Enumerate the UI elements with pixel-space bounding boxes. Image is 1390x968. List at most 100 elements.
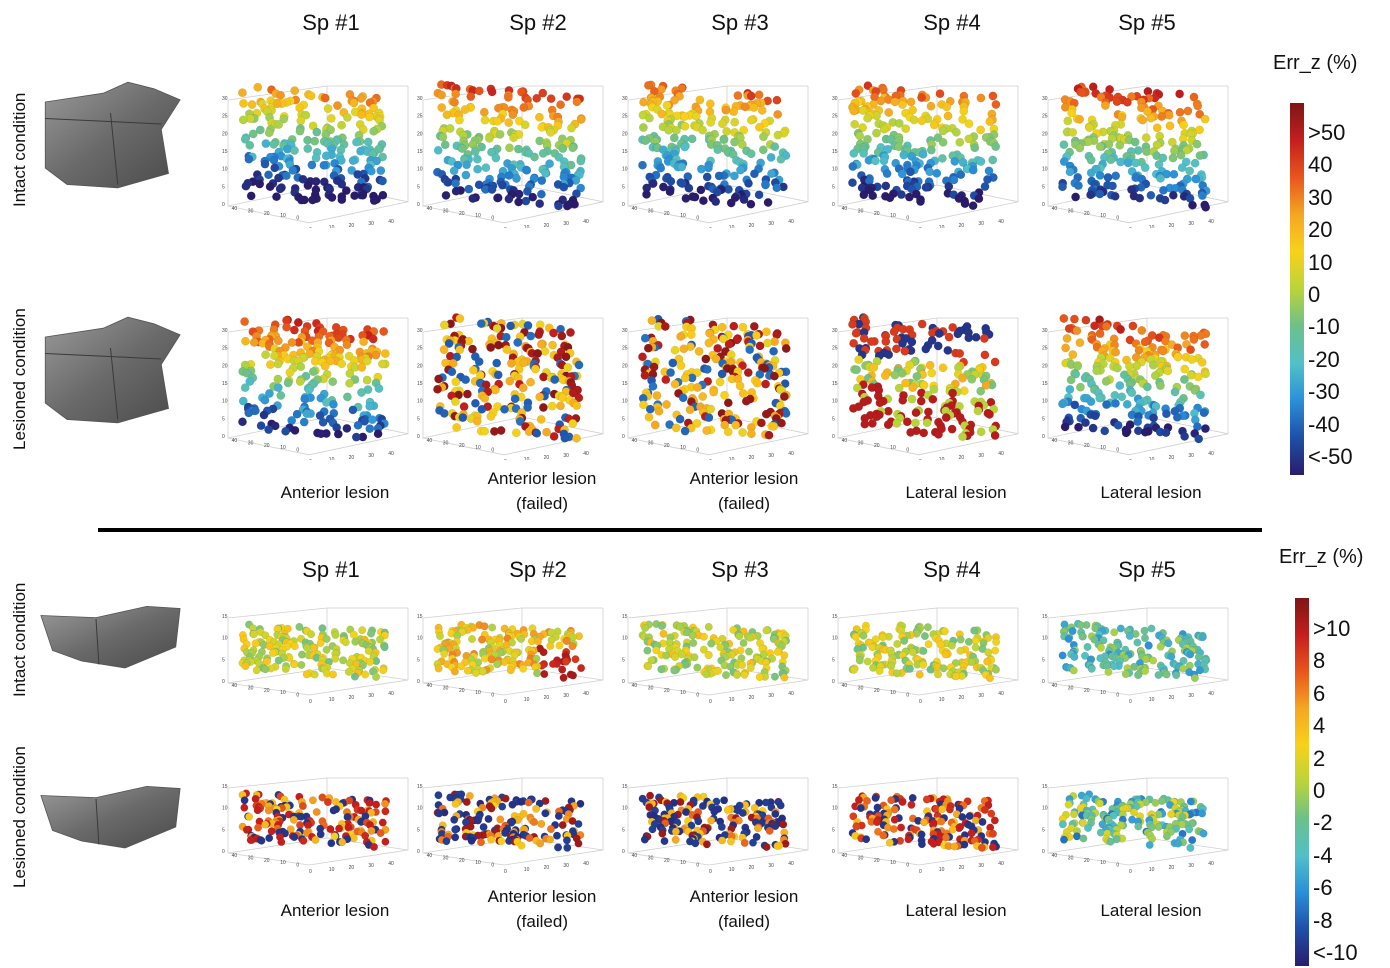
svg-text:0: 0 bbox=[417, 434, 420, 440]
svg-text:20: 20 bbox=[1042, 131, 1048, 137]
data-point bbox=[449, 166, 459, 176]
data-point bbox=[990, 357, 1000, 367]
svg-text:40: 40 bbox=[1052, 683, 1058, 689]
data-point bbox=[523, 187, 532, 196]
data-point bbox=[704, 413, 714, 423]
data-point bbox=[546, 825, 555, 834]
data-point bbox=[917, 116, 927, 126]
data-point bbox=[359, 337, 369, 347]
data-point bbox=[249, 630, 258, 639]
data-point bbox=[890, 370, 900, 380]
svg-text:20: 20 bbox=[222, 363, 228, 369]
data-point bbox=[746, 115, 756, 125]
data-point bbox=[1149, 656, 1158, 665]
lesion-label-line: Lateral lesion bbox=[905, 901, 1007, 920]
data-point bbox=[537, 176, 547, 186]
data-point bbox=[1116, 157, 1126, 167]
data-point bbox=[345, 369, 355, 378]
svg-text:5: 5 bbox=[1042, 827, 1045, 833]
data-point bbox=[1162, 670, 1171, 679]
data-point bbox=[283, 378, 293, 388]
data-point bbox=[455, 115, 464, 125]
data-point bbox=[274, 656, 283, 665]
svg-text:0: 0 bbox=[296, 863, 299, 869]
data-point bbox=[959, 106, 969, 116]
data-point bbox=[1161, 428, 1171, 438]
data-point bbox=[754, 190, 764, 200]
data-point bbox=[919, 660, 928, 669]
data-point bbox=[310, 136, 320, 146]
data-point bbox=[978, 644, 987, 653]
data-point bbox=[1188, 836, 1197, 845]
data-point bbox=[941, 413, 951, 423]
data-point bbox=[274, 120, 284, 129]
data-point bbox=[984, 166, 994, 176]
data-point bbox=[763, 338, 772, 348]
data-point bbox=[905, 664, 914, 673]
data-point bbox=[856, 804, 865, 813]
svg-text:40: 40 bbox=[998, 219, 1004, 225]
svg-text:30: 30 bbox=[1188, 693, 1194, 699]
colorbar-tick: -40 bbox=[1308, 411, 1340, 437]
data-point bbox=[558, 821, 567, 830]
data-point bbox=[677, 650, 686, 659]
data-point bbox=[908, 383, 918, 393]
data-point bbox=[511, 428, 521, 438]
svg-text:40: 40 bbox=[632, 853, 638, 859]
data-point bbox=[574, 820, 583, 829]
svg-text:10: 10 bbox=[890, 860, 896, 866]
data-point bbox=[366, 629, 375, 638]
data-point bbox=[297, 195, 306, 205]
data-point bbox=[560, 433, 570, 443]
data-point bbox=[780, 673, 789, 682]
data-point bbox=[351, 637, 360, 646]
scatter-plot-1-2-2: 051015202530040103020203010400 bbox=[417, 313, 604, 460]
data-point bbox=[538, 149, 548, 158]
data-point bbox=[525, 833, 534, 842]
data-point bbox=[711, 354, 721, 364]
data-point bbox=[535, 799, 544, 808]
data-point bbox=[378, 152, 388, 162]
data-point bbox=[943, 111, 953, 121]
svg-text:5: 5 bbox=[622, 416, 625, 422]
data-point bbox=[261, 820, 270, 829]
svg-text:20: 20 bbox=[264, 443, 270, 449]
data-point bbox=[698, 802, 707, 811]
data-point bbox=[290, 86, 300, 96]
svg-text:15: 15 bbox=[222, 614, 228, 620]
data-point bbox=[487, 147, 496, 157]
data-point bbox=[773, 130, 783, 140]
data-point bbox=[770, 672, 779, 681]
data-point bbox=[1172, 671, 1181, 680]
data-point bbox=[1175, 107, 1185, 117]
svg-text:20: 20 bbox=[664, 858, 670, 864]
data-point bbox=[517, 635, 526, 644]
data-point bbox=[310, 670, 319, 679]
colorbar-tick: 0 bbox=[1308, 282, 1321, 307]
data-point bbox=[296, 362, 306, 372]
data-point bbox=[508, 800, 517, 809]
data-point bbox=[1162, 832, 1171, 841]
svg-text:15: 15 bbox=[222, 149, 228, 155]
svg-text:40: 40 bbox=[583, 219, 589, 225]
svg-text:20: 20 bbox=[349, 695, 355, 701]
data-point bbox=[331, 631, 340, 640]
svg-text:5: 5 bbox=[622, 657, 625, 663]
data-point bbox=[706, 404, 716, 414]
data-point bbox=[462, 160, 471, 170]
svg-text:20: 20 bbox=[1169, 865, 1175, 871]
data-point bbox=[664, 125, 674, 135]
svg-text:40: 40 bbox=[1052, 206, 1058, 212]
svg-text:0: 0 bbox=[696, 216, 699, 222]
data-point bbox=[723, 398, 733, 408]
data-point bbox=[911, 408, 921, 418]
data-point bbox=[736, 165, 745, 175]
data-point bbox=[344, 823, 353, 832]
data-point bbox=[1156, 381, 1165, 391]
data-point bbox=[1074, 422, 1083, 432]
data-point bbox=[755, 370, 765, 379]
data-point bbox=[850, 119, 860, 129]
data-point bbox=[934, 430, 943, 439]
data-point bbox=[744, 179, 753, 188]
